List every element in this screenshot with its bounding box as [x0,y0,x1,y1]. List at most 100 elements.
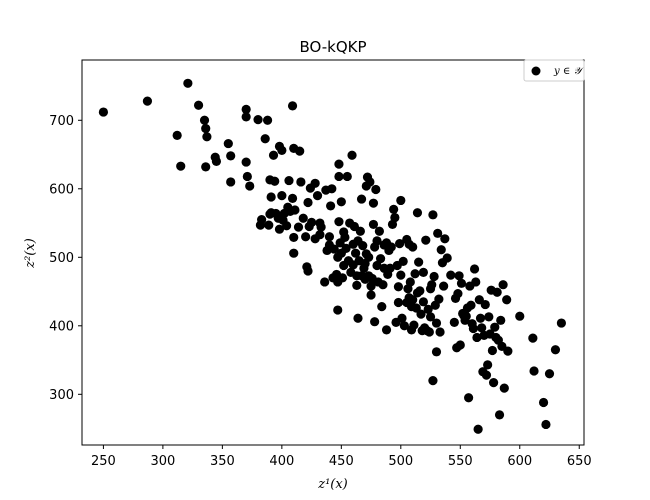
data-point [456,278,467,288]
data-point [424,327,434,337]
data-point [245,181,255,191]
y-tick-label: 600 [49,182,74,197]
data-point [528,333,538,343]
data-point [434,294,444,304]
data-point [223,138,233,149]
data-point [480,299,490,310]
data-point [264,220,274,230]
data-point [393,297,404,308]
data-point [289,248,299,258]
data-point [496,315,506,325]
data-point [266,192,276,202]
data-point [306,217,317,227]
data-point [502,295,512,305]
data-point [176,161,186,171]
data-point [446,270,456,280]
y-tick-label: 500 [49,251,74,266]
data-point [201,123,211,134]
data-point [466,300,476,310]
data-point [431,347,442,357]
data-point [333,305,343,315]
data-point [442,253,452,263]
x-tick-label: 450 [329,454,354,469]
data-point [415,286,425,296]
data-point [282,221,292,231]
data-point [347,150,357,160]
data-point [329,244,339,254]
data-point [453,289,463,299]
legend-entry-label: y ∈ 𝒴 [553,66,584,77]
data-point [412,208,423,218]
data-point [428,376,438,386]
data-point [423,304,433,314]
data-point [393,282,404,292]
data-point [193,100,204,110]
data-point [268,150,279,160]
data-point [490,322,500,332]
data-point [433,228,443,238]
data-point [398,256,408,267]
data-point [226,177,236,187]
data-point [301,232,311,242]
legend: y ∈ 𝒴 [523,59,585,82]
data-point [472,332,482,343]
data-point [290,205,300,215]
data-point [541,419,551,430]
data-point [498,280,508,290]
data-point [366,290,376,300]
data-points [98,78,566,434]
data-point [418,297,429,307]
data-point [494,410,505,420]
data-point [428,210,438,220]
x-tick-label: 550 [448,454,473,469]
data-point [370,317,380,327]
data-point [515,311,525,321]
legend-box [523,59,585,82]
data-point [260,134,270,144]
data-point [385,263,395,273]
data-point [303,197,313,208]
data-point [366,281,376,291]
y-axis-ticks: 300 400 500 600 700 [49,114,82,403]
data-point [368,219,379,230]
data-point [353,313,363,323]
x-tick-label: 250 [91,454,116,469]
data-point [477,323,487,333]
data-point [421,235,431,245]
data-point [241,157,251,167]
y-tick-label: 300 [49,388,74,403]
data-point [358,241,368,251]
data-point [473,424,483,434]
data-point [303,266,313,276]
data-point [550,345,561,355]
data-point [396,195,406,206]
data-point [372,236,382,246]
x-tick-label: 650 [567,454,592,469]
data-point [425,312,436,322]
data-point [416,309,426,319]
data-point [381,325,392,335]
data-point [481,370,492,380]
data-point [241,112,251,122]
data-point [341,243,351,253]
data-point [310,178,320,188]
data-point [324,232,335,242]
data-point [202,132,212,142]
data-point [377,302,387,312]
data-point [277,145,287,156]
data-point [365,177,375,187]
data-point [414,257,424,267]
data-point [327,184,337,194]
data-point [351,248,361,258]
data-point [334,171,344,182]
x-tick-label: 400 [269,454,294,469]
data-point [544,369,555,379]
data-point [409,320,419,330]
data-point [337,273,348,283]
data-point [356,194,367,204]
data-point [464,393,474,403]
data-point [336,197,346,207]
data-point [257,215,267,225]
data-point [469,264,480,274]
data-point [334,159,344,169]
